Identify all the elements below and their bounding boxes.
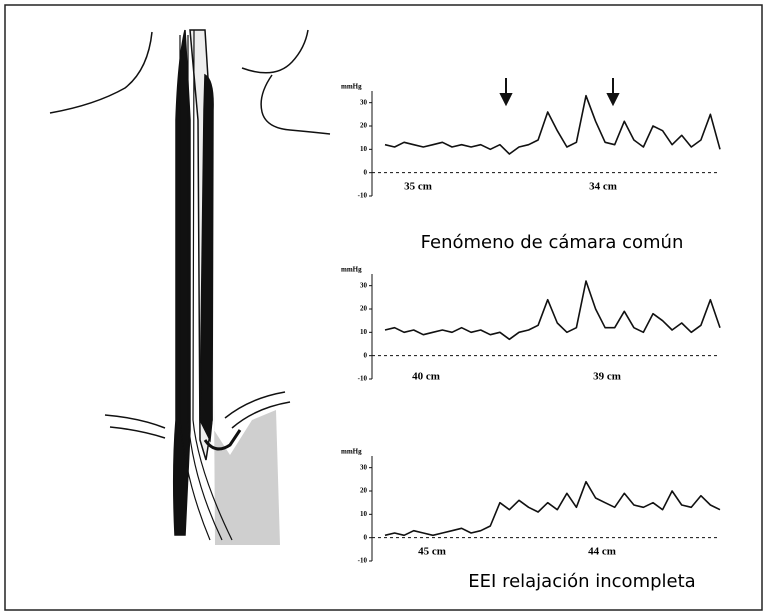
y-tick-label: 0 [364, 168, 368, 176]
y-tick-label: 30 [360, 98, 368, 106]
y-tick-label: -10 [358, 557, 368, 565]
trace [384, 280, 721, 341]
y-axis-label: mmHg [341, 266, 362, 274]
annotation: 34 cm [589, 181, 617, 193]
y-tick-label: -10 [358, 192, 368, 200]
y-tick-label: 20 [360, 305, 368, 313]
caption: EEI relajación incompleta [468, 571, 695, 592]
trace [384, 94, 721, 155]
esophagus-drawing [49, 29, 331, 545]
trace [384, 480, 721, 537]
y-tick-label: 10 [360, 328, 368, 336]
y-axis-label: mmHg [341, 448, 362, 456]
y-tick-label: 30 [360, 281, 368, 289]
frame [4, 4, 763, 611]
annotation: 39 cm [593, 371, 621, 383]
y-tick-label: 30 [360, 463, 368, 471]
y-axis-label: mmHg [341, 83, 362, 91]
y-tick-label: 10 [360, 510, 368, 518]
annotation: 44 cm [588, 546, 616, 558]
y-tick-label: 10 [360, 145, 368, 153]
arrows [499, 78, 620, 107]
y-tick-label: 20 [360, 487, 368, 495]
y-tick-label: 0 [364, 351, 368, 359]
annotation: 45 cm [418, 546, 446, 558]
caption: Fenómeno de cámara común [421, 232, 684, 253]
y-tick-label: -10 [358, 375, 368, 383]
annotation: 35 cm [404, 181, 432, 193]
annotation: 40 cm [412, 371, 440, 383]
y-tick-label: 20 [360, 122, 368, 130]
y-tick-label: 0 [364, 533, 368, 541]
